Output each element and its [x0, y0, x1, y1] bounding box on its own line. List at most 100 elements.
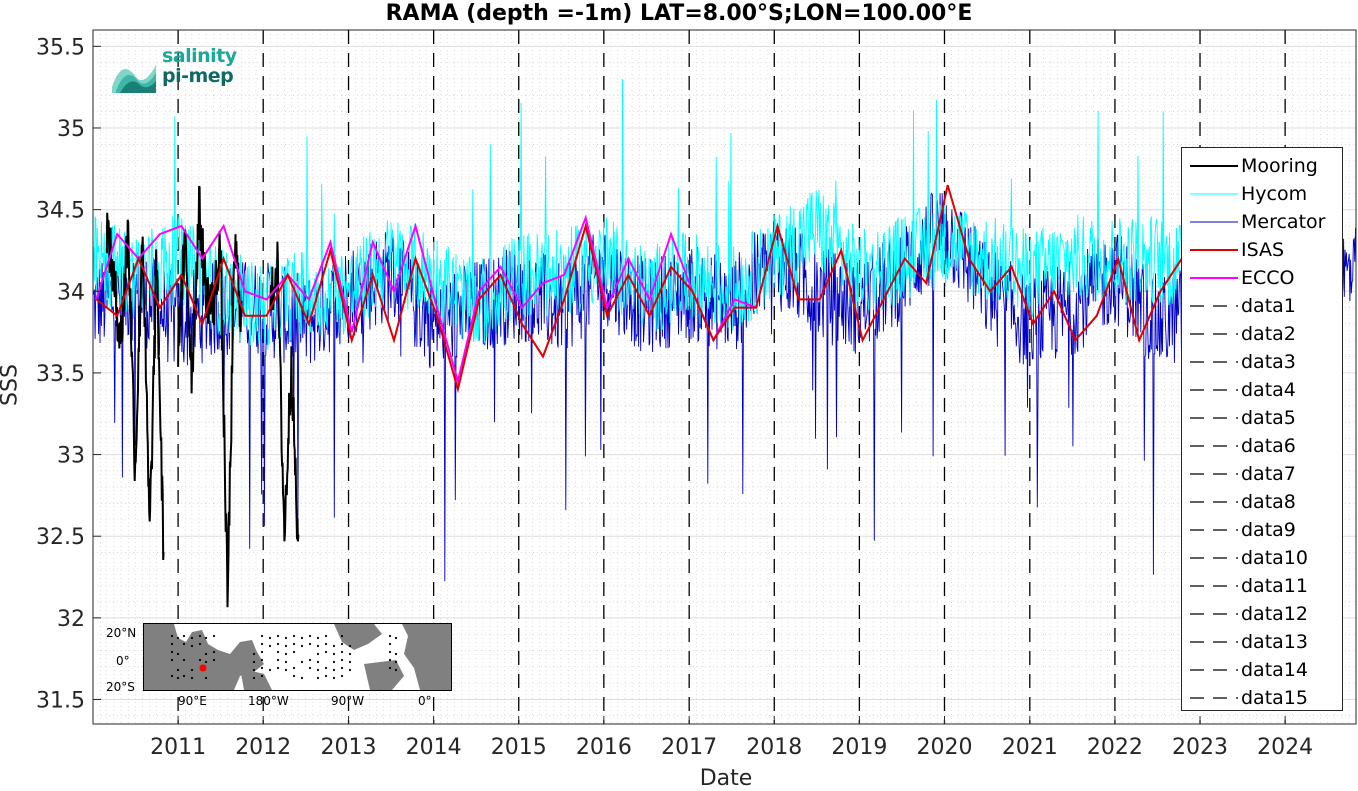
inset-lon-label-1: 180°W [248, 694, 289, 708]
inset-mooring-dot [276, 650, 280, 654]
inset-mooring-dot [284, 652, 288, 656]
legend-swatch [1190, 445, 1238, 447]
legend-swatch [1190, 417, 1238, 419]
inset-mooring-dot [176, 636, 180, 640]
salinity-pimep-logo: salinity pi-mep [110, 45, 240, 93]
inset-mooring-dot [260, 634, 264, 638]
inset-mooring-dot [260, 666, 264, 670]
legend-label: data12 [1241, 603, 1308, 625]
inset-mooring-dot [316, 636, 320, 640]
legend-item: data3 [1182, 348, 1342, 376]
inset-mooring-dot [332, 644, 336, 648]
inset-mooring-dot [308, 658, 312, 662]
legend-label: data2 [1241, 323, 1296, 345]
inset-mooring-dot [260, 642, 264, 646]
legend-swatch [1190, 529, 1238, 531]
inset-mooring-dot [204, 636, 208, 640]
y-tick-label: 34.5 [36, 199, 85, 224]
inset-mooring-dot [284, 636, 288, 640]
legend-item: data9 [1182, 516, 1342, 544]
inset-mooring-dot [190, 636, 194, 640]
inset-mooring-dot [182, 642, 186, 646]
legend-swatch [1190, 305, 1238, 307]
inset-lon-label-0: 90°E [178, 694, 207, 708]
legend-swatch [1190, 697, 1238, 699]
inset-mooring-dot [388, 634, 392, 638]
inset-mooring-dot [170, 674, 174, 678]
inset-mooring-dot [170, 650, 174, 654]
legend-swatch [1190, 501, 1238, 503]
legend: Mooring Hycom Mercator ISAS ECCO data1 data2 da… [1181, 147, 1343, 711]
y-tick-label: 34 [57, 280, 85, 305]
legend-swatch [1190, 613, 1238, 615]
legend-swatch [1190, 165, 1238, 167]
inset-lat-label-1: 0° [116, 654, 130, 668]
legend-label: data11 [1241, 575, 1308, 597]
y-tick-label: 35.5 [36, 35, 85, 60]
inset-mooring-dot [340, 666, 344, 670]
inset-mooring-dot [212, 658, 216, 662]
inset-mooring-dot [316, 668, 320, 672]
legend-item: Mooring [1182, 152, 1342, 180]
legend-label: data13 [1241, 631, 1308, 653]
inset-mooring-dot [276, 666, 280, 670]
legend-swatch [1190, 333, 1238, 335]
inset-mooring-dot [324, 674, 328, 678]
legend-swatch [1190, 193, 1238, 195]
inset-lat-label-2: 20°S [106, 680, 135, 694]
inset-mooring-dot [292, 674, 296, 678]
inset-mooring-dot [268, 668, 272, 672]
x-tick-label: 2023 [1172, 735, 1228, 760]
x-tick-label: 2014 [406, 735, 462, 760]
inset-mooring-dot [308, 642, 312, 646]
inset-mooring-dot [324, 634, 328, 638]
logo-waves-icon [112, 65, 156, 93]
inset-mooring-dot [324, 642, 328, 646]
legend-item: data8 [1182, 488, 1342, 516]
tick-labels: 31.5 32 32.5 33 33.5 34 34.5 35 35.5 2011 2012 2013… [36, 35, 1313, 760]
legend-label: data6 [1241, 435, 1296, 457]
axes [92, 29, 1357, 725]
x-tick-label: 2015 [491, 735, 547, 760]
legend-label: data14 [1241, 659, 1308, 681]
inset-mooring-dot [316, 652, 320, 656]
inset-mooring-dot [182, 674, 186, 678]
y-tick-label: 33.5 [36, 362, 85, 387]
legend-item: Hycom [1182, 180, 1342, 208]
inset-mooring-dot [170, 634, 174, 638]
inset-mooring-dot [316, 676, 320, 680]
inset-mooring-dot [316, 660, 320, 664]
inset-mooring-dot [284, 660, 288, 664]
inset-mooring-dot [332, 668, 336, 672]
legend-item: Mercator [1182, 208, 1342, 236]
legend-item: data2 [1182, 320, 1342, 348]
x-tick-label: 2019 [831, 735, 887, 760]
inset-mooring-dot [190, 676, 194, 680]
legend-swatch [1190, 641, 1238, 643]
inset-mooring-dot [276, 634, 280, 638]
legend-label: data7 [1241, 463, 1296, 485]
inset-mooring-dot [190, 644, 194, 648]
legend-item: data12 [1182, 600, 1342, 628]
y-tick-label: 35 [57, 117, 85, 142]
legend-swatch [1190, 389, 1238, 391]
inset-mooring-dot [340, 650, 344, 654]
inset-mooring-dot [176, 668, 180, 672]
inset-lat-label-0: 20°N [106, 626, 137, 640]
legend-swatch [1190, 249, 1238, 251]
inset-mooring-dot [316, 644, 320, 648]
inset-mooring-dot [268, 644, 272, 648]
inset-mooring-dot [198, 658, 202, 662]
inset-mooring-dot [212, 650, 216, 654]
inset-mooring-dot [394, 668, 398, 672]
legend-item: data1 [1182, 292, 1342, 320]
legend-item: ECCO [1182, 264, 1342, 292]
legend-label: ISAS [1241, 239, 1285, 261]
inset-mooring-dot [284, 668, 288, 672]
inset-lon-label-2: 90°W [331, 694, 365, 708]
inset-mooring-dot [340, 634, 344, 638]
inset-mooring-dot [190, 668, 194, 672]
inset-mooring-dot [292, 642, 296, 646]
inset-mooring-dot [332, 652, 336, 656]
